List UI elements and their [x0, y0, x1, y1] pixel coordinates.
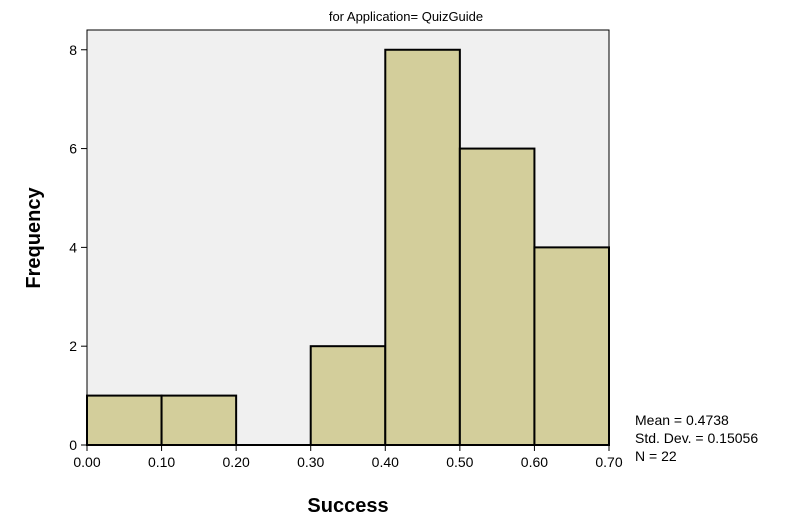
y-tick-label: 8 — [69, 42, 77, 58]
y-axis: 0 2 4 6 8 — [69, 42, 87, 453]
chart-title: for Application= QuizGuide — [329, 9, 483, 24]
histogram-bar-5 — [458, 147, 536, 446]
histogram-bar-1 — [160, 394, 238, 447]
y-tick-label: 0 — [69, 437, 77, 453]
y-tick-label: 2 — [69, 338, 77, 354]
histogram-bar-4 — [384, 48, 461, 447]
y-tick-label: 6 — [69, 141, 77, 157]
bars-group — [86, 48, 611, 447]
x-tick-label: 0.20 — [223, 454, 250, 470]
y-tick-label: 4 — [69, 239, 77, 255]
y-axis-label: Frequency — [23, 187, 45, 289]
x-axis-label: Success — [307, 495, 388, 515]
n-stat: N = 22 — [635, 448, 677, 464]
x-tick-label: 0.10 — [148, 454, 175, 470]
histogram-bar-3 — [309, 345, 387, 447]
statistics-box: Mean = 0.4738 Std. Dev. = 0.15056 N = 22 — [635, 411, 758, 465]
x-tick-label: 0.30 — [297, 454, 324, 470]
histogram-bar-6 — [533, 246, 611, 446]
x-tick-label: 0.00 — [73, 454, 100, 470]
mean-stat: Mean = 0.4738 — [635, 412, 729, 428]
x-tick-label: 0.60 — [521, 454, 548, 470]
x-tick-label: 0.40 — [372, 454, 399, 470]
histogram-bar-0 — [86, 394, 163, 447]
x-tick-label: 0.50 — [446, 454, 473, 470]
std-dev-stat: Std. Dev. = 0.15056 — [635, 430, 759, 446]
x-axis: 0.00 0.10 0.20 0.30 0.40 0.50 0.60 0.70 — [73, 445, 623, 470]
x-tick-label: 0.70 — [595, 454, 622, 470]
